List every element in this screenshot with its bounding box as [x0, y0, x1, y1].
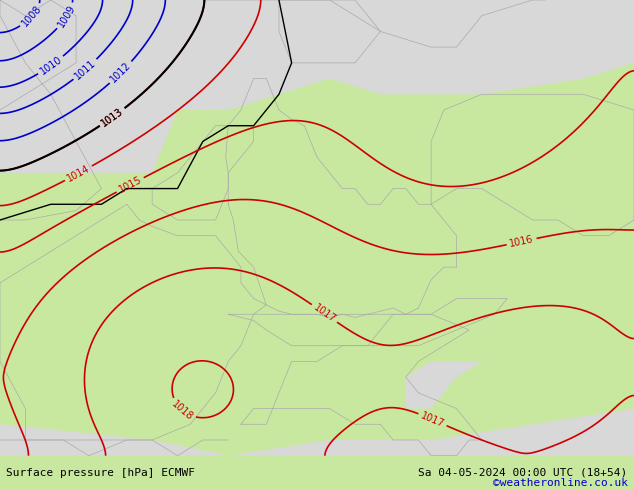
Text: 1015: 1015: [117, 174, 143, 195]
Text: 1017: 1017: [419, 410, 446, 429]
Polygon shape: [0, 409, 634, 456]
Text: 1010: 1010: [38, 54, 64, 76]
Text: ©weatheronline.co.uk: ©weatheronline.co.uk: [493, 478, 628, 488]
Text: 1009: 1009: [56, 3, 77, 29]
Polygon shape: [0, 0, 178, 173]
Text: Sa 04-05-2024 00:00 UTC (18+54): Sa 04-05-2024 00:00 UTC (18+54): [418, 467, 628, 478]
Text: 1008: 1008: [20, 4, 44, 29]
Text: 1014: 1014: [65, 163, 91, 184]
Text: 1018: 1018: [170, 398, 195, 422]
Polygon shape: [127, 0, 330, 110]
Polygon shape: [330, 0, 634, 94]
Text: 1013: 1013: [100, 106, 126, 128]
Text: Surface pressure [hPa] ECMWF: Surface pressure [hPa] ECMWF: [6, 467, 195, 478]
Text: 1012: 1012: [108, 60, 133, 85]
Text: 1017: 1017: [311, 302, 337, 324]
Text: 1013: 1013: [100, 106, 126, 128]
Text: 1011: 1011: [73, 58, 98, 81]
Text: 1016: 1016: [508, 234, 534, 249]
Polygon shape: [406, 362, 482, 409]
